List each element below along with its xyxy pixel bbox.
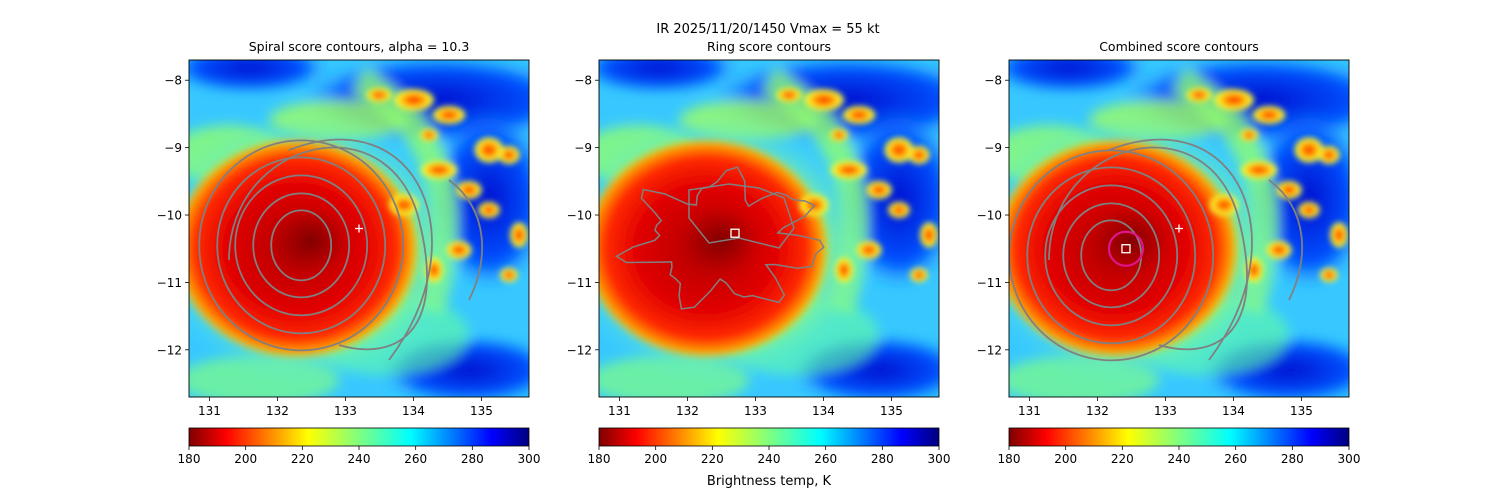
best-track-marker xyxy=(355,224,363,233)
colorbar-tick-label: 220 xyxy=(291,452,314,466)
score-contours xyxy=(198,138,483,361)
x-tick-label: 131 xyxy=(1018,404,1041,418)
x-tick-label: 133 xyxy=(334,404,357,418)
colorbar-tick-label: 300 xyxy=(928,452,951,466)
y-tick-label: −11 xyxy=(977,276,1002,290)
panel-2: Ring score contours 131 132 133 134 135 −8 −9 −1… xyxy=(567,39,951,466)
y-tick-label: −10 xyxy=(567,209,592,223)
colorbar-tick-label: 220 xyxy=(1111,452,1134,466)
colorbar-tick-label: 240 xyxy=(348,452,371,466)
y-tick-label: −8 xyxy=(574,74,592,88)
y-tick-label: −8 xyxy=(984,74,1002,88)
colorbar: 180 200 220 240 260 280 300 xyxy=(998,427,1361,466)
ir-image xyxy=(1009,60,1349,397)
estimated-center-marker xyxy=(1121,244,1131,254)
panel-title: Combined score contours xyxy=(1099,39,1259,54)
colorbar-tick-label: 240 xyxy=(1168,452,1191,466)
y-tick-label: −12 xyxy=(977,343,1002,357)
y-tick-label: −11 xyxy=(157,276,182,290)
x-tick-label: 132 xyxy=(1086,404,1109,418)
x-tick-label: 134 xyxy=(812,404,835,418)
colorbar: 180 200 220 240 260 280 300 xyxy=(588,427,951,466)
axes-frame xyxy=(1008,59,1350,398)
x-tick-label: 133 xyxy=(744,404,767,418)
x-tick-label: 135 xyxy=(470,404,493,418)
estimated-center-marker xyxy=(730,228,740,238)
colorbar-tick-label: 280 xyxy=(1281,452,1304,466)
colorbar-tick-label: 180 xyxy=(998,452,1021,466)
y-tick-label: −11 xyxy=(567,276,592,290)
x-tick-label: 135 xyxy=(1290,404,1313,418)
colorbar-tick-label: 180 xyxy=(178,452,201,466)
colorbar-tick-label: 300 xyxy=(518,452,541,466)
colorbar-tick-label: 280 xyxy=(871,452,894,466)
panel-title: Spiral score contours, alpha = 10.3 xyxy=(249,39,470,54)
axes-frame xyxy=(598,59,940,398)
colorbar-tick-label: 280 xyxy=(461,452,484,466)
colorbar-label: Brightness temp, K xyxy=(707,474,832,489)
colorbar-tick-label: 240 xyxy=(758,452,781,466)
axes-frame xyxy=(188,59,530,398)
best-track-marker xyxy=(1175,224,1183,233)
x-tick-label: 131 xyxy=(198,404,221,418)
colorbar-tick-label: 180 xyxy=(588,452,611,466)
panel-1: Spiral score contours, alpha = 10.3 131 13… xyxy=(157,39,541,466)
x-tick-label: 132 xyxy=(676,404,699,418)
x-tick-label: 132 xyxy=(266,404,289,418)
ir-image xyxy=(189,60,529,397)
panel-title: Ring score contours xyxy=(707,39,831,54)
colorbar: 180 200 220 240 260 280 300 xyxy=(178,427,541,466)
y-tick-label: −9 xyxy=(574,141,592,155)
x-tick-label: 133 xyxy=(1154,404,1177,418)
colorbar-tick-label: 300 xyxy=(1338,452,1361,466)
x-tick-label: 134 xyxy=(1222,404,1245,418)
y-tick-label: −10 xyxy=(157,209,182,223)
y-tick-label: −12 xyxy=(157,343,182,357)
colorbar-tick-label: 200 xyxy=(234,452,257,466)
y-tick-label: −12 xyxy=(567,343,592,357)
x-tick-label: 135 xyxy=(880,404,903,418)
y-tick-label: −10 xyxy=(977,209,1002,223)
ir-image xyxy=(599,60,939,397)
score-contours xyxy=(614,166,825,310)
colorbar-tick-label: 260 xyxy=(404,452,427,466)
y-tick-label: −8 xyxy=(164,74,182,88)
x-tick-label: 131 xyxy=(608,404,631,418)
colorbar-tick-label: 200 xyxy=(644,452,667,466)
colorbar-tick-label: 260 xyxy=(814,452,837,466)
y-tick-label: −9 xyxy=(984,141,1002,155)
colorbar-tick-label: 260 xyxy=(1224,452,1247,466)
colorbar-tick-label: 200 xyxy=(1054,452,1077,466)
figure-title-line: IR 2025/11/20/1450 Vmax = 55 kt xyxy=(656,22,880,37)
colorbar-tick-label: 220 xyxy=(701,452,724,466)
panel-3: Combined score contours 131 132 133 134 135 −8… xyxy=(977,39,1361,466)
x-tick-label: 134 xyxy=(402,404,425,418)
highlight-ring xyxy=(1107,230,1145,267)
figure-title: IR 2025/11/20/1450 Vmax = 55 kt xyxy=(0,22,1500,38)
y-tick-label: −9 xyxy=(164,141,182,155)
